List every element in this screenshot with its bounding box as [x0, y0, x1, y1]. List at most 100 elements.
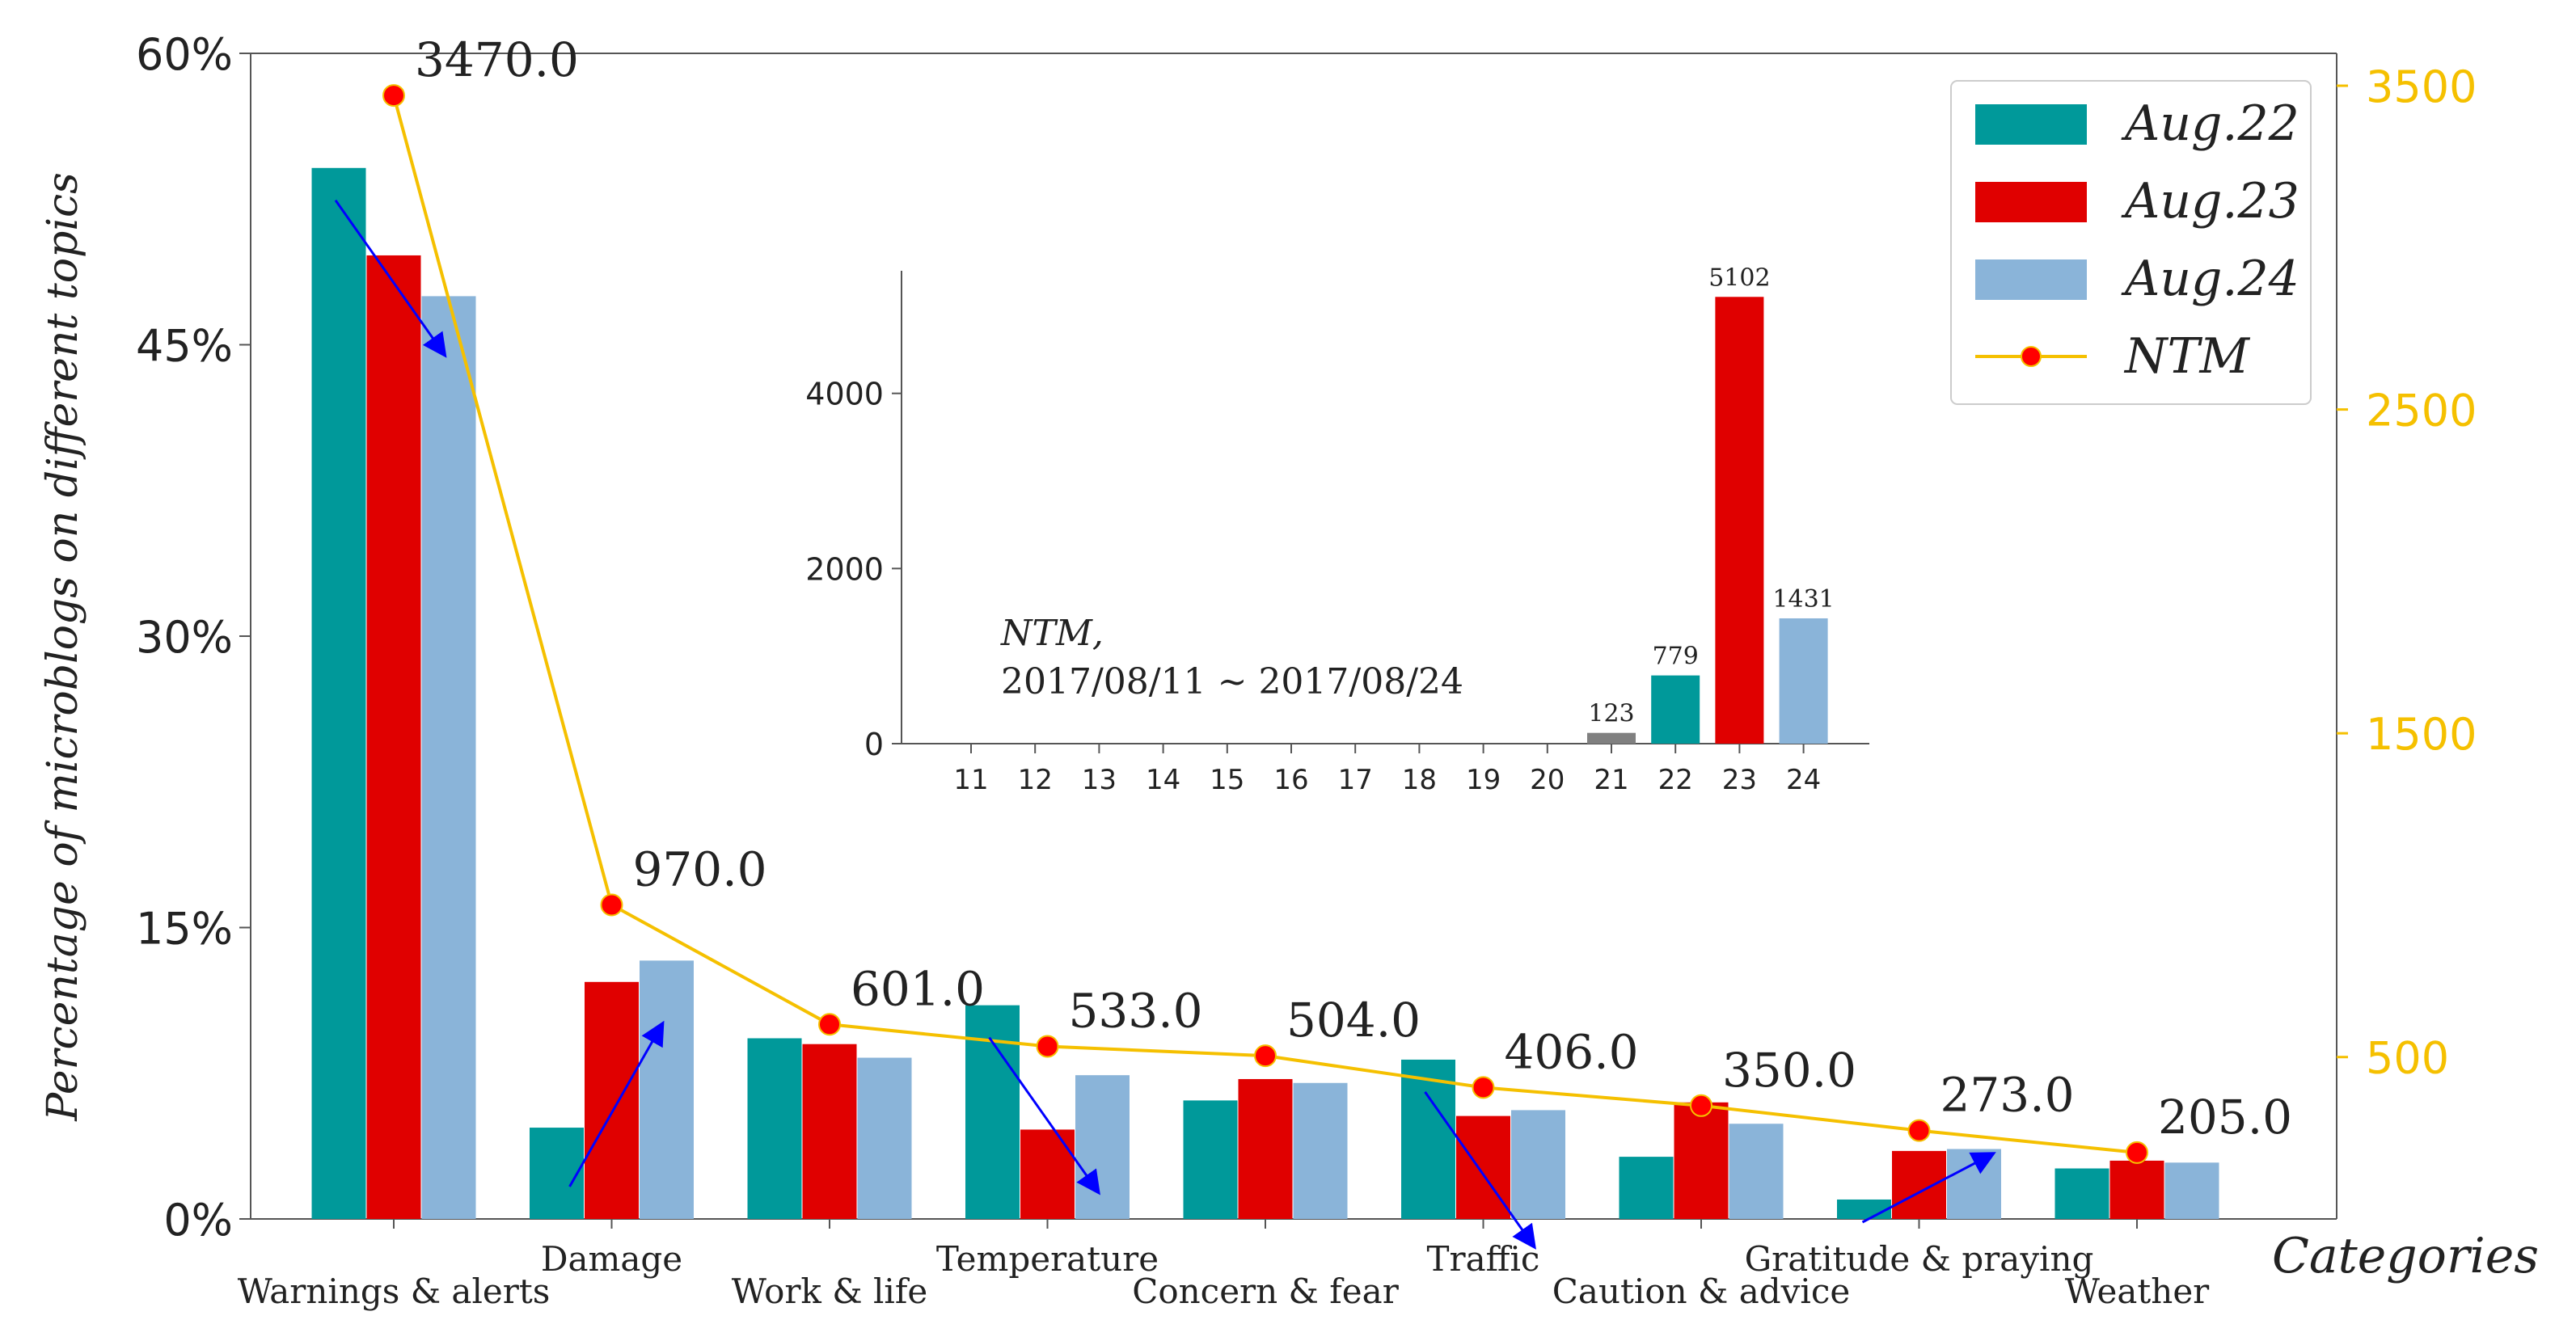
bar-aug-24-8	[2164, 1162, 2219, 1219]
bar-aug-22-1	[530, 1128, 584, 1219]
trend-arrow-4	[1861, 1152, 1996, 1224]
bar-aug-23-2	[802, 1044, 857, 1219]
y-tick-label: 45%	[136, 321, 233, 372]
y2-tick-label: 3500	[2366, 61, 2477, 112]
x-tick-label: Temperature	[936, 1239, 1159, 1279]
ntm-point-5	[1472, 1076, 1495, 1099]
x-tick-label: Weather	[2065, 1271, 2210, 1311]
inset-value-label-22: 779	[1653, 643, 1699, 671]
main-bars	[311, 167, 2219, 1220]
inset-x-tick-label: 14	[1146, 764, 1180, 796]
bar-aug-22-8	[2054, 1168, 2109, 1219]
inset-bar-21	[1587, 732, 1636, 744]
ntm-data-label-1: 970.0	[633, 841, 767, 896]
ntm-point-6	[1690, 1094, 1712, 1117]
y2-tick-label: 1500	[2366, 709, 2477, 760]
x-tick-label: Caution & advice	[1552, 1271, 1850, 1311]
legend-swatch-2	[1975, 259, 2087, 300]
x-tick-label: Work & life	[732, 1271, 927, 1311]
inset-bars: 123 779 5102 1431	[1587, 264, 1835, 744]
bar-aug-23-1	[585, 981, 639, 1219]
bar-aug-22-2	[747, 1038, 802, 1219]
x-tick-label: Warnings & alerts	[238, 1271, 551, 1311]
inset-value-label-24: 1431	[1772, 585, 1834, 614]
x-tick-label: Gratitude & praying	[1745, 1239, 2094, 1279]
inset-y-tick-label: 2000	[805, 551, 884, 587]
legend-label-2: Aug.24	[2121, 251, 2299, 307]
bar-aug-23-4	[1238, 1078, 1293, 1219]
inset-x-tick-label: 13	[1082, 764, 1117, 796]
bar-aug-23-6	[1674, 1102, 1729, 1219]
trend-arrow-1	[568, 1020, 665, 1187]
inset-y-ticks: 0 2000 4000	[805, 377, 902, 762]
bar-aug-24-6	[1729, 1124, 1784, 1219]
ntm-point-7	[1907, 1119, 1931, 1142]
inset-x-tick-label: 11	[953, 764, 988, 796]
inset-x-tick-label: 21	[1594, 764, 1628, 796]
bar-aug-24-1	[640, 960, 694, 1219]
bar-aug-23-7	[1892, 1150, 1946, 1219]
y-tick-label: 30%	[136, 612, 233, 663]
y2-tick-label: 500	[2366, 1033, 2449, 1084]
inset-x-tick-label: 19	[1466, 764, 1501, 796]
trend-arrows	[334, 199, 1996, 1250]
ntm-data-label-0: 3470.0	[415, 32, 579, 87]
inset-x-tick-label: 12	[1018, 764, 1053, 796]
bar-aug-23-8	[2109, 1160, 2164, 1219]
ntm-data-label-4: 504.0	[1286, 993, 1421, 1048]
inset-x-tick-label: 17	[1338, 764, 1373, 796]
inset-title: NTM,	[1000, 613, 1104, 654]
ntm-point-3	[1036, 1035, 1059, 1058]
ntm-data-label-2: 601.0	[851, 961, 985, 1016]
main-y2-ticks: 500 1500 2500 3500	[2337, 61, 2477, 1084]
legend-label-3: NTM	[2123, 328, 2251, 385]
inset-x-tick-label: 24	[1786, 764, 1821, 796]
bar-aug-22-5	[1401, 1059, 1455, 1219]
inset-x-tick-label: 15	[1210, 764, 1244, 796]
ntm-point-4	[1254, 1044, 1277, 1068]
inset-y-tick-label: 0	[864, 727, 884, 762]
y-axis-label: Percentage of microblogs on different to…	[39, 172, 87, 1122]
bar-aug-24-4	[1293, 1082, 1348, 1219]
legend-swatch-0	[1975, 104, 2087, 145]
inset-x-tick-label: 22	[1658, 764, 1693, 796]
bar-aug-23-5	[1456, 1115, 1510, 1219]
bar-aug-23-3	[1020, 1129, 1075, 1219]
inset-y-tick-label: 4000	[805, 377, 884, 412]
x-tick-label: Damage	[541, 1239, 682, 1279]
y2-tick-label: 2500	[2366, 386, 2477, 436]
x-tick-label: Concern & fear	[1132, 1271, 1400, 1311]
x-axis-label: Categories	[2272, 1228, 2539, 1284]
ntm-line-series: 3470.0 970.0 601.0 533.0 504.0 406.0 350.0 273.…	[382, 32, 2292, 1164]
bar-aug-22-6	[1619, 1157, 1674, 1219]
main-y-ticks: 0% 15% 30% 45% 60%	[136, 29, 251, 1246]
y-tick-label: 60%	[136, 29, 233, 80]
inset-x-tick-label: 16	[1273, 764, 1308, 796]
legend-frame	[1950, 80, 2312, 405]
legend: Aug.22 Aug.23 Aug.24 NTM	[1950, 80, 2312, 405]
bar-aug-22-0	[311, 167, 366, 1220]
inset-value-label-23: 5102	[1708, 264, 1770, 292]
inset-bar-22	[1651, 675, 1700, 744]
inset-bar-24	[1779, 618, 1828, 744]
legend-label-1: Aug.23	[2121, 173, 2299, 230]
inset-value-label-21: 123	[1588, 700, 1634, 728]
ntm-point-1	[600, 893, 623, 917]
ntm-data-label-8: 205.0	[2158, 1090, 2292, 1145]
ntm-data-label-5: 406.0	[1505, 1024, 1639, 1079]
bar-aug-22-7	[1837, 1199, 1891, 1219]
legend-swatch-1	[1975, 182, 2087, 222]
bar-aug-24-3	[1075, 1075, 1130, 1219]
x-tick-label: Traffic	[1427, 1239, 1540, 1279]
ntm-point-8	[2126, 1141, 2148, 1164]
ntm-point-0	[382, 84, 405, 108]
y-tick-label: 15%	[136, 904, 233, 955]
trend-arrow-0	[334, 199, 447, 358]
inset-x-tick-label: 18	[1402, 764, 1437, 796]
bar-aug-24-0	[421, 296, 476, 1220]
bar-aug-24-5	[1511, 1110, 1565, 1219]
ntm-data-label-3: 533.0	[1069, 984, 1203, 1039]
trend-arrow-2	[988, 1036, 1100, 1196]
